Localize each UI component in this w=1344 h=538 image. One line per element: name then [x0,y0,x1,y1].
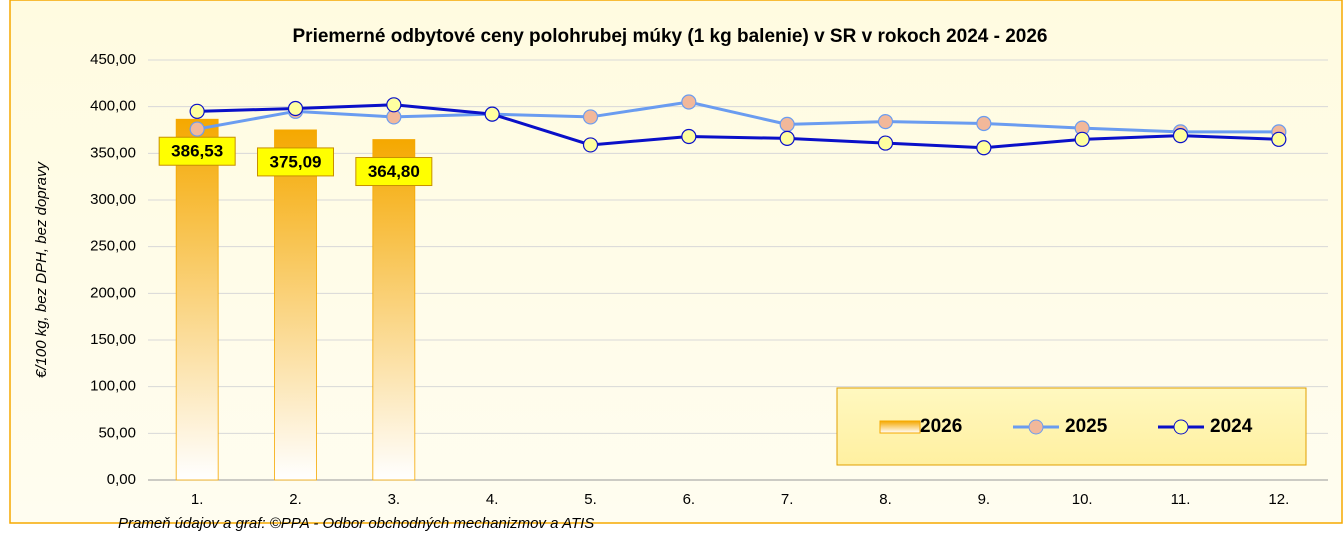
bar [175,118,219,481]
line-marker [1074,131,1090,147]
y-axis-label: €/100 kg, bez DPH, bez dopravy [33,161,50,378]
line-marker [779,116,795,133]
line-marker [681,128,697,145]
line-marker [484,106,500,122]
line-marker [582,137,599,153]
y-tick-label: 150,00 [90,331,136,348]
line-series [197,103,1279,150]
line-marker [189,103,205,119]
y-tick-label: 200,00 [90,284,136,301]
x-tick-label: 5. [584,491,597,508]
x-tick-label: 10. [1072,491,1093,508]
x-tick-label: 8. [879,491,892,508]
line-marker [877,135,894,151]
x-tick-label: 3. [388,491,401,508]
x-tick-label: 4. [486,491,499,508]
x-tick-label: 9. [978,491,991,508]
line-marker [1172,128,1189,144]
legend-label: 2024 [1210,416,1253,437]
y-tick-label: 300,00 [90,191,136,208]
y-tick-label: 450,00 [90,51,136,68]
line-marker [582,109,599,125]
legend-swatch [1173,419,1189,435]
x-tick-label: 12. [1268,491,1289,508]
line-marker [877,113,894,130]
bar [274,129,317,481]
line-marker [386,97,402,113]
line-marker [287,100,304,117]
y-tick-label: 50,00 [98,424,136,441]
line-marker [189,121,205,137]
y-tick-label: 250,00 [90,238,136,255]
line-marker [976,115,992,132]
line-marker [779,130,795,146]
line-marker [681,94,697,110]
legend-swatch [879,420,921,434]
x-tick-label: 7. [781,491,794,508]
data-label-box [257,147,334,177]
y-tick-label: 400,00 [90,98,136,115]
y-tick-label: 0,00 [107,471,136,488]
legend-label: 2025 [1065,416,1108,437]
data-label-box [158,136,236,166]
x-tick-label: 11. [1171,491,1191,508]
bar [372,139,416,481]
line-series [196,100,1279,134]
legend-swatch [1028,419,1044,435]
y-tick-label: 100,00 [90,378,136,395]
data-label: 364,80 [368,162,420,181]
x-tick-label: 1. [191,491,204,508]
data-label: 375,09 [270,152,322,171]
y-tick-label: 350,00 [90,144,136,161]
source-note: Prameň údajov a graf: ©PPA - Odbor obcho… [118,515,594,532]
chart-title: Priemerné odbytové ceny polohrubej múky … [293,26,1048,47]
line-marker [976,140,992,156]
line-marker [1271,131,1287,147]
data-label: 386,53 [171,142,223,161]
data-label-box [355,157,433,187]
x-tick-label: 2. [289,491,302,508]
x-tick-label: 6. [683,491,696,508]
legend-label: 2026 [920,416,962,437]
